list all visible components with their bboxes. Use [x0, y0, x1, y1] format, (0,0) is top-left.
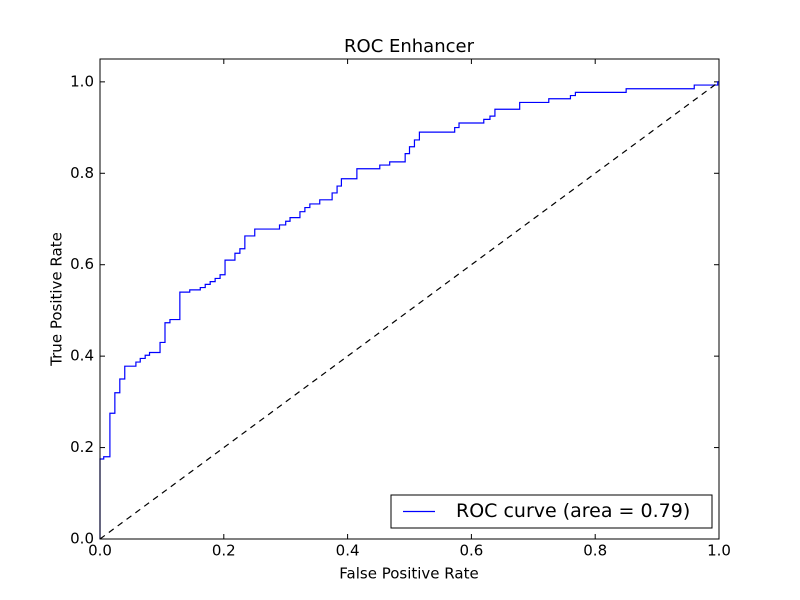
x-tick-label: 0.4 [336, 542, 360, 560]
y-tick-label: 0.0 [70, 530, 94, 548]
y-tick-label: 1.0 [70, 72, 94, 90]
legend-label: ROC curve (area = 0.79) [456, 500, 690, 522]
x-tick-label: 0.8 [583, 542, 607, 560]
x-tick-label: 0.6 [459, 542, 483, 560]
plot-frame [99, 58, 720, 540]
y-axis-label: True Positive Rate [48, 232, 66, 367]
y-tick-label: 0.6 [70, 255, 94, 273]
y-tick-label: 0.8 [70, 164, 94, 182]
x-tick-label: 0.0 [88, 542, 112, 560]
x-axis-label: False Positive Rate [339, 565, 478, 583]
line [99, 81, 719, 539]
x-tick-label: 1.0 [707, 542, 731, 560]
legend-box [390, 494, 713, 529]
y-tick-label: 0.2 [70, 438, 94, 456]
x-tick-label: 0.2 [212, 542, 236, 560]
y-tick-label: 0.4 [70, 347, 94, 365]
chart-title: ROC Enhancer [344, 36, 475, 57]
line [99, 81, 720, 540]
